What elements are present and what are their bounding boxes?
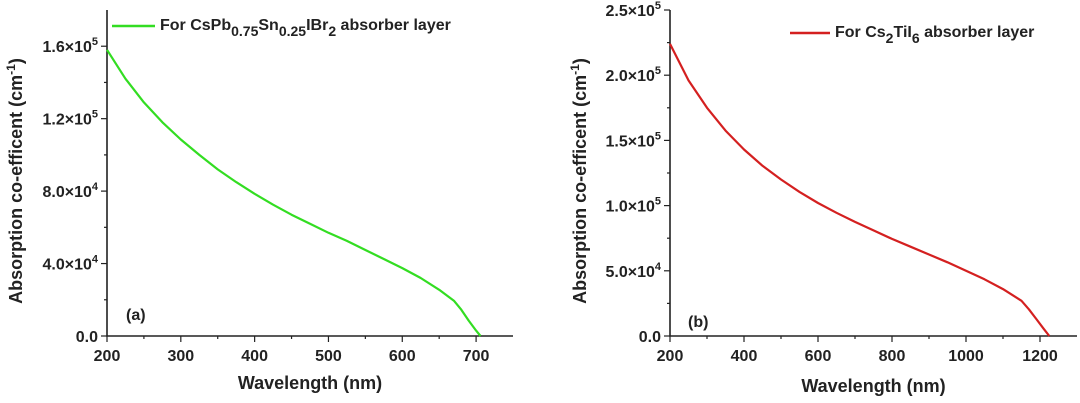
panel-b-chart: 200 400 600 800 1000 1200 0.0 5.0×104 1.0×105 1.5… [568,0,1077,396]
panel-b-legend-label: For Cs2TiI6 absorber layer [835,24,1034,46]
panel-a-x-tick-label: 400 [241,348,268,365]
panel-b-x-tick-label: 1200 [1022,348,1058,365]
panel-b-y-tick-label: 0.0 [639,329,661,346]
panel-b-x-tick-label: 1000 [948,348,984,365]
panel-b-axes [669,10,1077,337]
panel-b-y-tick-label: 2.5×105 [605,0,661,20]
panel-a-y-tick-label: 4.0×104 [42,254,98,274]
panel-a-y-tick-label: 0.0 [76,329,98,346]
panel-a-x-axis-title: Wavelength (nm) [238,373,382,393]
panel-a-x-tick-label: 600 [389,348,416,365]
panel-a-panel-label: (a) [126,307,146,324]
panel-b-series-line [669,43,1051,337]
panel-b-y-axis-title: Absorption co-efficent (cm-1) [568,58,590,304]
panel-b-x-tick-label: 200 [657,348,684,365]
panel-b-x-tick-label: 600 [805,348,832,365]
panel-b-panel-label: (b) [688,314,708,331]
panel-b-y-tick-label: 1.5×105 [605,130,661,150]
panel-a-axes [106,10,513,337]
panel-a-y-axis-title: Absorption co-efficent (cm-1) [4,58,26,304]
panel-a-x-tick-label: 700 [463,348,490,365]
panel-b-x-axis-title: Wavelength (nm) [801,376,945,396]
panel-a-y-tick-label: 8.0×104 [42,181,98,201]
panel-b-x-tick-label: 400 [731,348,758,365]
panel-b-x-tick-label: 800 [879,348,906,365]
panel-b-y-tick-label: 1.0×105 [605,196,661,216]
panel-a-y-tick-label: 1.6×105 [42,36,98,56]
panel-a-y-tick-label: 1.2×105 [42,109,98,129]
panel-a-x-tick-label: 200 [94,348,121,365]
panel-a-x-tick-label: 300 [167,348,194,365]
panel-a-x-tick-label: 500 [315,348,342,365]
panel-a-legend-label: For CsPb0.75Sn0.25IBr2 absorber layer [160,17,451,39]
panel-a-series-line [106,49,482,337]
panel-a-chart: 200 300 400 500 600 700 0.0 4.0×104 8.0×104 1.2×1… [4,10,513,393]
panel-b-y-tick-label: 2.0×105 [605,65,661,85]
panel-b-y-tick-label: 5.0×104 [605,261,661,281]
